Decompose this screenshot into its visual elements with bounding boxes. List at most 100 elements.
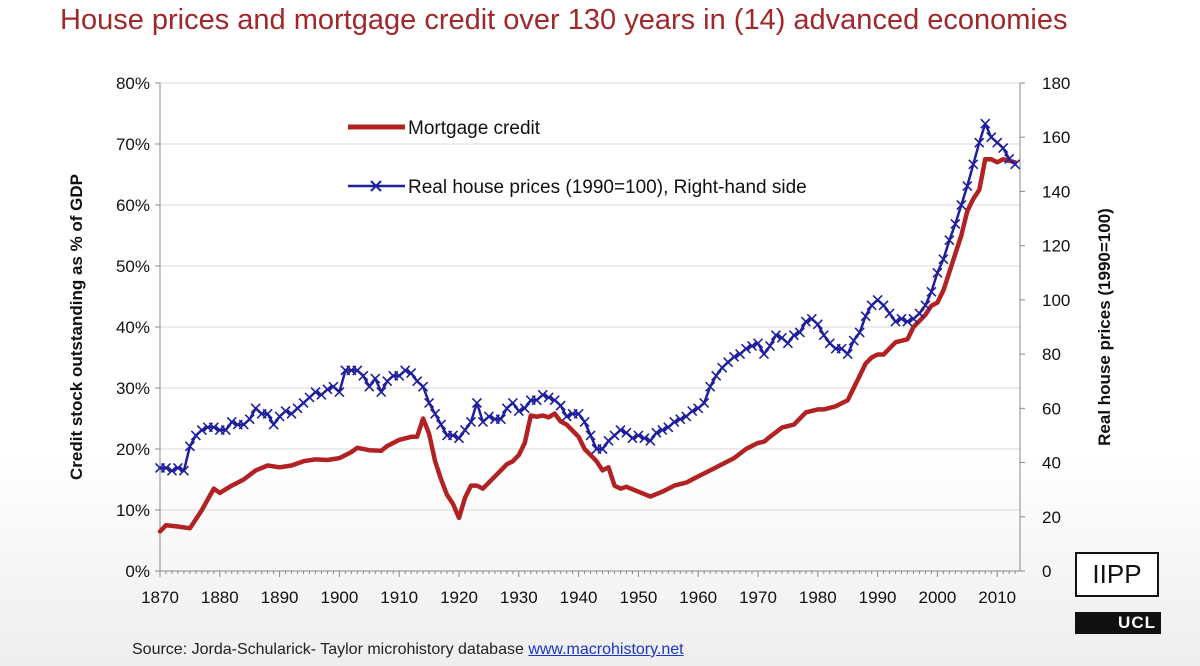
house-price-marker (711, 370, 722, 381)
house-price-marker (430, 408, 441, 419)
x-tick-label: 1920 (440, 588, 478, 607)
house-price-marker (364, 381, 375, 392)
house-price-marker (842, 349, 853, 360)
house-price-marker (406, 368, 417, 379)
x-tick-label: 1910 (380, 588, 418, 607)
house-price-marker (687, 405, 698, 417)
house-price-marker (459, 424, 471, 436)
house-price-marker (178, 465, 189, 476)
house-price-marker (615, 424, 626, 436)
house-price-marker (465, 416, 477, 427)
y-right-tick-label: 20 (1042, 508, 1061, 527)
y-left-tick-label: 20% (116, 440, 150, 459)
house-price-marker (890, 316, 901, 327)
house-price-marker (244, 414, 255, 425)
house-price-marker (926, 286, 937, 297)
house-price-marker (519, 403, 530, 414)
house-price-marker (160, 462, 172, 474)
house-price-marker (651, 427, 662, 438)
house-price-marker (573, 408, 584, 419)
y-left-tick-label: 70% (116, 135, 150, 154)
house-price-marker (914, 308, 925, 319)
house-price-marker (262, 408, 273, 419)
house-price-marker (537, 389, 548, 400)
house-price-marker (950, 218, 961, 230)
y-right-tick-label: 180 (1042, 74, 1070, 93)
house-price-marker (639, 433, 650, 444)
source-link[interactable]: www.macrohistory.net (528, 641, 684, 658)
house-price-marker (435, 419, 447, 430)
x-tick-label: 2000 (918, 588, 956, 607)
house-price-marker (675, 414, 686, 425)
x-tick-label: 1900 (320, 588, 358, 607)
house-price-marker (447, 430, 459, 441)
y-right-tick-label: 0 (1042, 562, 1051, 581)
house-price-marker (555, 400, 566, 411)
house-price-marker (370, 373, 381, 384)
x-tick-label: 1890 (261, 588, 299, 607)
chart-title: House prices and mortgage credit over 13… (60, 4, 1068, 36)
y-left-axis-title: Credit stock outstanding as % of GDP (67, 174, 86, 480)
house-price-marker (579, 416, 590, 427)
house-price-marker (561, 411, 572, 422)
x-tick-label: 1980 (799, 588, 837, 607)
x-tick-label: 2010 (978, 588, 1016, 607)
x-tick-label: 1870 (141, 588, 179, 607)
house-price-marker (746, 340, 758, 352)
house-price-marker (998, 143, 1009, 154)
house-price-marker (848, 335, 859, 346)
ucl-logo: UCL (1075, 612, 1161, 634)
house-price-marker (920, 300, 931, 311)
house-price-marker (280, 405, 291, 417)
house-price-marker (752, 338, 764, 349)
house-price-marker (740, 343, 752, 354)
house-price-marker (418, 381, 429, 392)
house-price-marker (657, 424, 668, 436)
house-price-marker (268, 419, 279, 430)
house-price-marker (938, 254, 949, 265)
house-price-marker (495, 414, 506, 425)
house-price-marker (376, 387, 387, 398)
source-text: Source: Jorda-Schularick- Taylor microhi… (132, 641, 529, 658)
house-price-marker (172, 462, 184, 474)
legend-label: Real house prices (1990=100), Right-hand… (408, 177, 807, 198)
house-price-marker (794, 327, 805, 338)
y-right-tick-label: 40 (1042, 454, 1061, 473)
house-price-marker (705, 381, 716, 392)
legend-marker (370, 180, 382, 192)
y-left-tick-label: 60% (116, 196, 150, 215)
house-price-marker (944, 235, 955, 246)
house-price-marker (860, 311, 871, 322)
house-price-marker (878, 300, 889, 311)
house-price-marker (758, 349, 770, 360)
house-price-marker (358, 370, 369, 381)
y-right-axis-title: Real house prices (1990=100) (1095, 208, 1114, 446)
house-price-marker (896, 313, 907, 324)
x-tick-label: 1990 (859, 588, 897, 607)
house-price-marker (453, 433, 465, 444)
house-price-marker (788, 330, 799, 341)
house-price-marker (968, 159, 979, 170)
house-price-marker (633, 430, 644, 441)
house-price-marker (334, 387, 345, 398)
house-price-marker (699, 397, 710, 408)
house-price-marker (424, 397, 435, 408)
iipp-logo-text: IIPP (1092, 559, 1142, 589)
x-tick-label: 1960 (679, 588, 717, 607)
y-right-tick-label: 80 (1042, 345, 1061, 364)
house-price-marker (310, 387, 321, 398)
house-price-marker (627, 433, 638, 444)
house-price-marker (669, 416, 680, 427)
house-price-marker (483, 411, 494, 422)
house-price-marker (513, 405, 524, 417)
y-left-tick-label: 30% (116, 379, 150, 398)
house-price-marker (322, 384, 333, 395)
legend-label: Mortgage credit (408, 118, 541, 139)
house-price-marker (166, 465, 178, 476)
y-left-tick-label: 0% (125, 562, 150, 581)
house-price-marker (471, 397, 483, 408)
y-right-tick-label: 60 (1042, 399, 1061, 418)
house-price-marker (770, 330, 782, 341)
house-price-marker (220, 424, 231, 436)
